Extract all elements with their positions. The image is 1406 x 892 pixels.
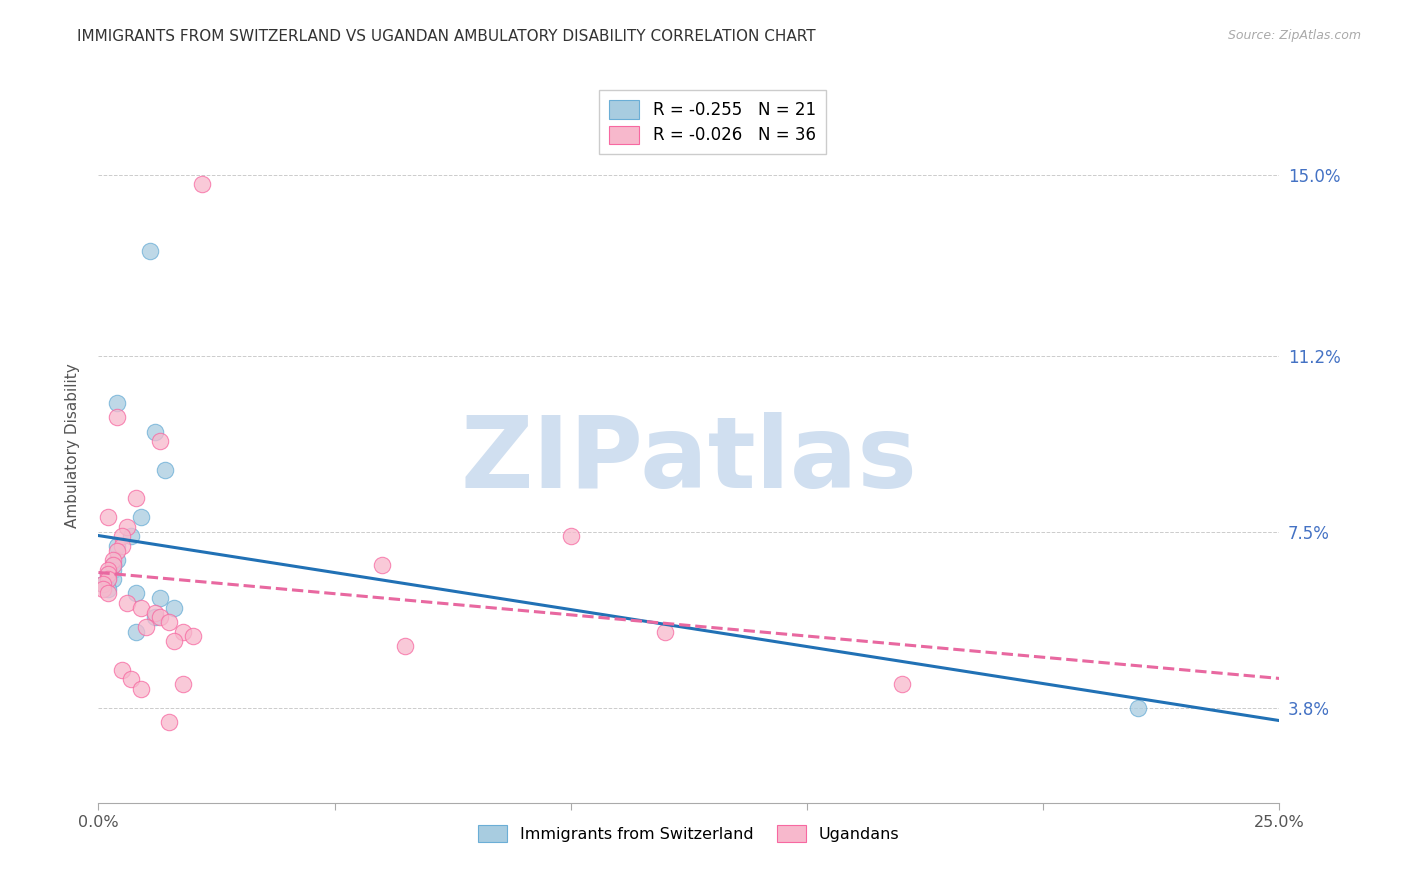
Point <box>1126 700 1149 714</box>
Point <box>143 606 166 620</box>
Point <box>105 553 128 567</box>
Point <box>97 510 120 524</box>
Point <box>135 620 157 634</box>
Point <box>125 491 148 506</box>
Point <box>890 677 912 691</box>
Point <box>371 558 394 572</box>
Point <box>394 639 416 653</box>
Point <box>125 624 148 639</box>
Point <box>149 591 172 606</box>
Text: ZIPatlas: ZIPatlas <box>461 412 917 508</box>
Point <box>91 577 114 591</box>
Point <box>191 178 214 192</box>
Point <box>129 510 152 524</box>
Text: IMMIGRANTS FROM SWITZERLAND VS UGANDAN AMBULATORY DISABILITY CORRELATION CHART: IMMIGRANTS FROM SWITZERLAND VS UGANDAN A… <box>77 29 815 44</box>
Point <box>181 629 204 643</box>
Point <box>111 663 134 677</box>
Point <box>172 624 194 639</box>
Text: Source: ZipAtlas.com: Source: ZipAtlas.com <box>1227 29 1361 42</box>
Point <box>139 244 162 258</box>
Point <box>149 610 172 624</box>
Point <box>97 563 120 577</box>
Point <box>91 582 114 596</box>
Point <box>97 582 120 596</box>
Point <box>101 572 124 586</box>
Y-axis label: Ambulatory Disability: Ambulatory Disability <box>65 364 80 528</box>
Point <box>115 520 138 534</box>
Point <box>129 600 152 615</box>
Point <box>91 577 114 591</box>
Point <box>105 410 128 425</box>
Point <box>172 677 194 691</box>
Point <box>125 586 148 600</box>
Point <box>121 529 143 543</box>
Point <box>97 586 120 600</box>
Point <box>129 681 152 696</box>
Point <box>101 558 124 572</box>
Point <box>105 543 128 558</box>
Point <box>97 567 120 582</box>
Point <box>143 610 166 624</box>
Point <box>97 572 120 586</box>
Point <box>157 615 180 629</box>
Point <box>101 553 124 567</box>
Point <box>115 596 138 610</box>
Point <box>97 572 120 586</box>
Point <box>121 672 143 686</box>
Point <box>105 539 128 553</box>
Legend: Immigrants from Switzerland, Ugandans: Immigrants from Switzerland, Ugandans <box>472 818 905 848</box>
Point <box>143 425 166 439</box>
Point <box>111 539 134 553</box>
Point <box>163 634 186 648</box>
Point <box>101 558 124 572</box>
Point <box>149 434 172 449</box>
Point <box>163 600 186 615</box>
Point <box>560 529 582 543</box>
Point <box>153 463 176 477</box>
Point <box>101 563 124 577</box>
Point <box>97 567 120 582</box>
Point <box>111 529 134 543</box>
Point <box>105 396 128 410</box>
Point <box>157 714 180 729</box>
Point <box>654 624 676 639</box>
